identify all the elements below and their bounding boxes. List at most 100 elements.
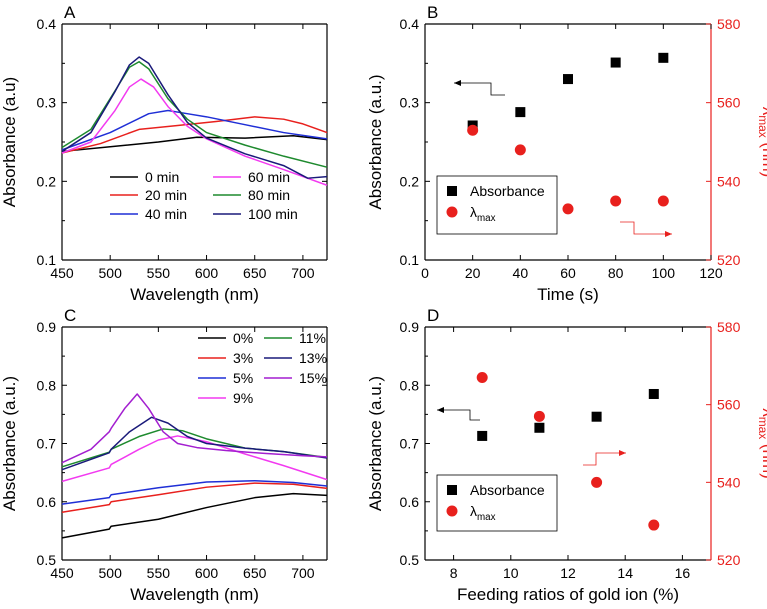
panel-d-y2-axis-label: λmax (nm) [756, 408, 767, 479]
panel-c-series-3pct [61, 482, 328, 513]
panel-a-series-20-min [61, 116, 328, 154]
panel-d-x-tick-label: 14 [617, 565, 633, 581]
panel-a-x-tick-label: 650 [243, 265, 267, 281]
panel-c-x-axis-label: Wavelength (nm) [130, 585, 259, 604]
panel-b-y-tick-label: 0.2 [400, 173, 420, 189]
panel-c-series-15pct [61, 393, 328, 464]
panel-b-legend-lambda-label: λmax [470, 204, 496, 224]
panel-d-absorbance-point [591, 411, 602, 422]
panel-a-x-tick-label: 500 [99, 265, 123, 281]
panel-b-x-tick-label: 20 [465, 265, 481, 281]
panel-c-series-11pct [61, 428, 328, 468]
panel-d-x-tick-label: 10 [503, 565, 519, 581]
panel-b-x-tick-label: 40 [513, 265, 529, 281]
panel-d-y-tick-label: 0.7 [400, 436, 420, 452]
panel-c-legend-label: 13% [299, 350, 327, 366]
panel-a-legend-label: 60 min [248, 169, 290, 185]
panel-c-legend-label: 15% [299, 370, 327, 386]
panel-b-absorbance-arrow-head [454, 80, 461, 86]
panel-b-lambda-max-point [467, 124, 479, 136]
panel-b-lambda-max-point [610, 195, 622, 207]
panel-c-x-tick-label: 550 [147, 565, 171, 581]
panel-d-absorbance-point [648, 388, 659, 399]
panel-c-y-tick-label: 0.9 [37, 319, 57, 335]
panel-c-legend-label: 0% [233, 330, 253, 346]
panel-d-x-tick-label: 12 [560, 565, 576, 581]
panel-a-x-axis-label: Wavelength (nm) [130, 285, 259, 304]
panel-b-y-tick-label: 0.1 [400, 252, 420, 268]
panel-d-legend-absorbance-marker [447, 485, 457, 495]
panel-a-x-tick-label: 600 [195, 265, 219, 281]
panel-a-legend-label: 80 min [248, 187, 290, 203]
panel-b-legend-box [436, 175, 558, 235]
panel-a-x-tick-label: 450 [50, 265, 74, 281]
panel-b-letter: B [427, 3, 438, 22]
panel-a-y-tick-label: 0.1 [37, 252, 57, 268]
panel-c-y-tick-label: 0.7 [37, 436, 57, 452]
panel-d-y-tick-label: 0.5 [400, 552, 420, 568]
panel-b-x-tick-label: 0 [421, 265, 429, 281]
panel-b-lambda-max-point [514, 144, 526, 156]
panel-a-x-tick-label: 700 [291, 265, 315, 281]
panel-b-y-axis-label: Absorbance (a.u.) [366, 74, 385, 209]
panel-c-y-tick-label: 0.6 [37, 494, 57, 510]
panel-d-lambda-max-point [476, 371, 488, 383]
panel-c-x-tick-label: 600 [195, 565, 219, 581]
panel-a-y-tick-label: 0.4 [37, 16, 57, 32]
panel-b-legend-lambda-marker [446, 206, 458, 218]
panel-b-lambda-max-point [562, 203, 574, 215]
panel-b-x-tick-label: 80 [608, 265, 624, 281]
panel-c-legend-label: 3% [233, 350, 253, 366]
panel-c-series-13pct [61, 416, 328, 471]
panel-d-lambda-arrow-head [619, 450, 626, 456]
panel-b-legend-absorbance-marker [447, 186, 457, 196]
panel-b-legend-absorbance-label: Absorbance [470, 183, 545, 199]
panel-b-y2-axis-label: λmax (nm) [756, 107, 767, 178]
panel-d-x-tick-label: 8 [450, 565, 458, 581]
panel-d-y2-tick-label: 520 [717, 552, 741, 568]
panel-c-x-tick-label: 650 [243, 565, 267, 581]
panel-d-lambda-arrow [583, 452, 626, 466]
panel-d-absorbance-arrow [437, 409, 480, 421]
panel-a-letter: A [64, 3, 76, 22]
panel-c-legend-label: 5% [233, 370, 253, 386]
panel-b-x-tick-label: 100 [652, 265, 676, 281]
panel-a-legend-label: 100 min [248, 206, 298, 222]
panel-b-x-tick-label: 60 [560, 265, 576, 281]
panel-c-x-tick-label: 700 [291, 565, 315, 581]
panel-b-lambda-arrow-head [665, 231, 672, 237]
panel-a-series-60-min [61, 78, 328, 186]
panel-c-y-tick-label: 0.8 [37, 377, 57, 393]
panel-b-y2-tick-label: 520 [717, 252, 741, 268]
panel-a-legend-label: 20 min [145, 187, 187, 203]
panel-c-legend-label: 9% [233, 390, 253, 406]
panel-a-x-tick-label: 550 [147, 265, 171, 281]
panel-a-legend-label: 0 min [145, 169, 179, 185]
panel-d-y2-tick-label: 540 [717, 474, 741, 490]
panel-c-x-tick-label: 500 [99, 565, 123, 581]
panel-d-lambda-max-point [648, 519, 660, 531]
panel-a-legend-label: 40 min [145, 206, 187, 222]
panel-c-y-axis-label: Absorbance (a.u.) [0, 376, 19, 511]
panel-d-x-axis-label: Feeding ratios of gold ion (%) [457, 585, 679, 604]
panel-d-lambda-max-point [533, 410, 545, 422]
panel-b-lambda-arrow [620, 221, 672, 235]
panel-b-x-tick-label: 120 [699, 265, 723, 281]
panel-b-y-tick-label: 0.4 [400, 16, 420, 32]
panel-d-legend-lambda-marker [446, 505, 458, 517]
panel-d-y-tick-label: 0.9 [400, 319, 420, 335]
panel-c-legend-label: 11% [299, 330, 326, 346]
panel-c-series-5pct [61, 480, 328, 505]
panel-c-letter: C [64, 306, 76, 325]
panel-a-series-100-min [61, 56, 328, 179]
panel-d-absorbance-point [534, 422, 545, 433]
panel-b-absorbance-point [658, 52, 669, 63]
panel-c-series-0pct [61, 492, 328, 539]
panel-a-y-axis-label: Absorbance (a.u) [0, 77, 19, 207]
panel-c-y-tick-label: 0.5 [37, 552, 57, 568]
panel-b-x-axis-label: Time (s) [537, 285, 599, 304]
panel-d-absorbance-point [477, 430, 488, 441]
panel-a-y-tick-label: 0.2 [37, 173, 57, 189]
panel-d-y2-tick-label: 580 [717, 319, 741, 335]
